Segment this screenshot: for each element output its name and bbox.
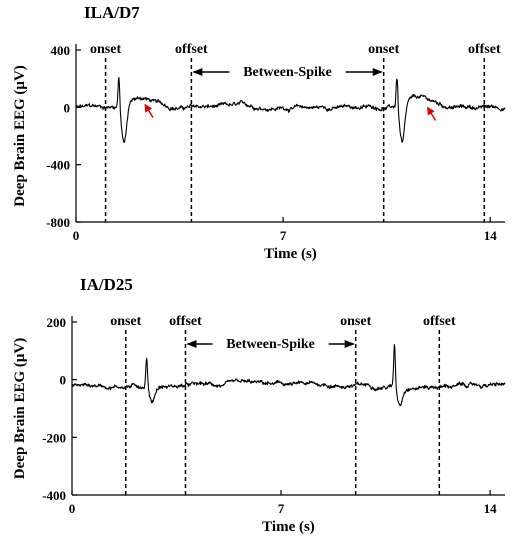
eeg-trace [75, 77, 506, 144]
y-tick-label: -400 [46, 158, 70, 173]
y-axis-label: Deep Brain EEG (μV) [12, 65, 28, 206]
marker-label-onset: onset [110, 314, 141, 329]
between-spike-label-bg [229, 60, 346, 78]
x-tick-label: 14 [484, 501, 498, 516]
y-tick-label: 200 [47, 315, 67, 330]
panel-title: IA/D25 [80, 275, 133, 294]
marker-label-onset: onset [340, 314, 371, 329]
between-spike-label: Between-Spike [226, 337, 315, 352]
x-tick-label: 7 [280, 228, 287, 243]
x-axis-label: Time (s) [264, 246, 317, 262]
y-tick-label: 0 [60, 373, 67, 388]
marker-label-onset: onset [90, 42, 121, 57]
marker-label-offset: offset [423, 314, 456, 329]
y-tick-label: 400 [51, 43, 71, 58]
between-spike-label-bg [212, 332, 329, 350]
marker-label-onset: onset [368, 42, 399, 57]
x-tick-label: 14 [484, 228, 498, 243]
x-tick-label: 7 [278, 501, 285, 516]
between-spike-label: Between-Spike [243, 65, 332, 80]
marker-label-offset: offset [468, 42, 501, 57]
marker-label-offset: offset [169, 314, 202, 329]
x-axis-label: Time (s) [262, 519, 315, 535]
x-tick-label: 0 [69, 501, 76, 516]
eeg-trace [71, 344, 506, 407]
y-tick-label: -200 [42, 430, 66, 445]
y-tick-label: -400 [42, 488, 66, 503]
panel-title: ILA/D7 [84, 3, 140, 22]
y-axis-label: Deep Brain EEG (μV) [12, 338, 28, 479]
y-tick-label: -800 [46, 215, 70, 230]
red-arrow-icon [144, 103, 154, 118]
red-arrow-icon [426, 106, 437, 121]
y-tick-label: 0 [64, 100, 71, 115]
marker-label-offset: offset [175, 42, 208, 57]
x-tick-label: 0 [73, 228, 80, 243]
